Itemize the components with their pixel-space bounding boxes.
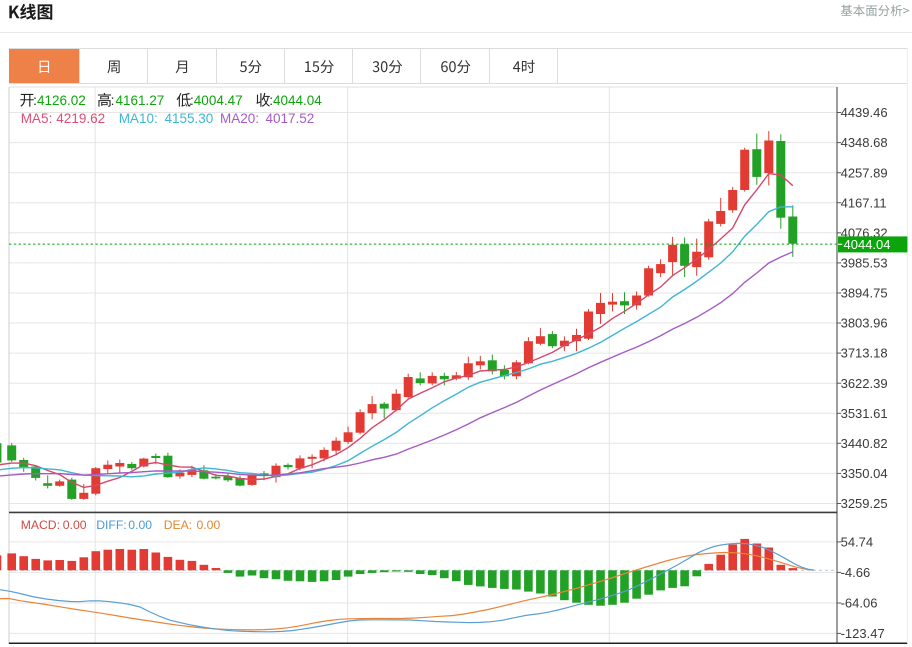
svg-text:3803.96: 3803.96	[841, 316, 888, 331]
svg-text:-4.66: -4.66	[841, 565, 871, 580]
svg-text:3259.25: 3259.25	[841, 496, 888, 511]
svg-text:4348.68: 4348.68	[841, 135, 888, 150]
svg-text:3531.61: 3531.61	[841, 406, 888, 421]
svg-text:3350.04: 3350.04	[841, 466, 888, 481]
svg-text:4257.89: 4257.89	[841, 165, 888, 180]
svg-text:4167.11: 4167.11	[841, 195, 887, 210]
svg-text:3622.39: 3622.39	[841, 376, 888, 391]
svg-text:4044.04: 4044.04	[844, 237, 891, 252]
svg-text:3985.53: 3985.53	[841, 256, 888, 271]
svg-text:3894.75: 3894.75	[841, 286, 888, 301]
svg-text:4439.46: 4439.46	[841, 105, 888, 120]
svg-text:54.74: 54.74	[841, 535, 874, 550]
svg-text:3713.18: 3713.18	[841, 346, 888, 361]
svg-text:-123.47: -123.47	[841, 626, 885, 641]
svg-text:3440.82: 3440.82	[841, 436, 888, 451]
svg-text:-64.06: -64.06	[841, 596, 878, 611]
